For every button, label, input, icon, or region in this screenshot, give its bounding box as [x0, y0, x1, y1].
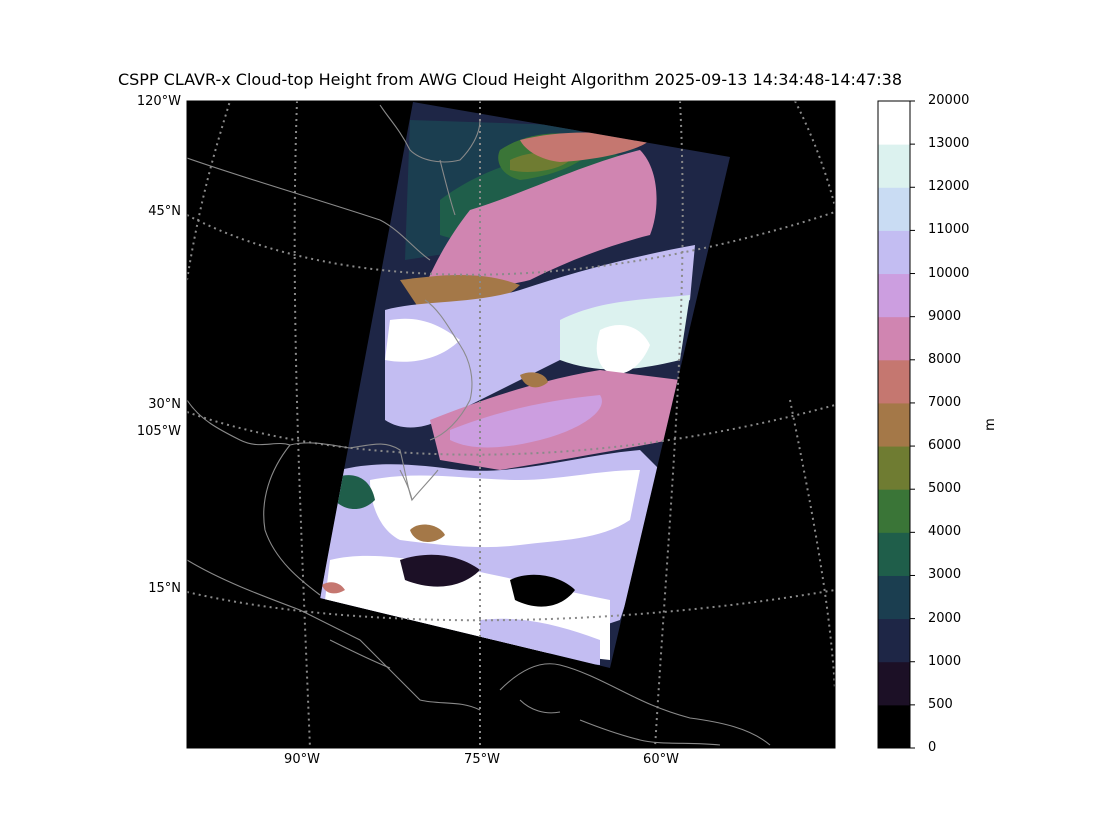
lon-label-120w: 120°W [136, 94, 181, 109]
colorbar-segment [878, 532, 910, 576]
colorbar-segment [878, 446, 910, 490]
colorbar-segment [878, 187, 910, 231]
lat-label-15n: 15°N [148, 581, 181, 596]
cloud-height-swath [320, 102, 730, 668]
colorbar-unit-label: m [982, 418, 998, 431]
colorbar-tick-label: 0 [928, 740, 937, 755]
colorbar-tick-label: 7000 [928, 394, 962, 410]
graticule [187, 101, 835, 748]
lon-label-90w: 90°W [284, 752, 320, 767]
lon-label-75w: 75°W [464, 752, 500, 767]
colorbar-segment [878, 575, 910, 620]
colorbar-tick-label: 6000 [928, 438, 962, 454]
colorbar-tick-label: 20000 [928, 93, 970, 108]
colorbar-tick-label: 5000 [928, 481, 962, 497]
map-frame [186, 100, 836, 749]
map-title: CSPP CLAVR-x Cloud-top Height from AWG C… [117, 70, 903, 89]
colorbar-tick-label: 8000 [928, 351, 962, 367]
colorbar-segment [878, 359, 910, 404]
lon-label-60w: 60°W [643, 752, 679, 767]
colorbar-segment [878, 402, 910, 447]
colorbar-tick-label: 9000 [928, 308, 962, 324]
colorbar-tick-label: 12000 [928, 179, 970, 195]
colorbar-segment [878, 273, 910, 318]
colorbar-segment [878, 101, 910, 145]
colorbar-tick-label: 500 [928, 696, 953, 712]
colorbar-segment [878, 661, 910, 706]
lat-label-30n: 30°N [148, 397, 181, 412]
colorbar-segment [878, 144, 910, 188]
colorbar-segment [878, 489, 910, 533]
colorbar-tick-label: 3000 [928, 567, 962, 583]
colorbar-segment [878, 704, 910, 749]
colorbar [878, 101, 910, 749]
colorbar-tick-label: 13000 [928, 136, 970, 152]
colorbar-segment [878, 316, 910, 361]
colorbar-tick-label: 4000 [928, 524, 962, 540]
colorbar-tick-label: 10000 [928, 265, 970, 281]
colorbar-tick-label: 11000 [928, 222, 970, 238]
lon-label-105w: 105°W [136, 424, 181, 439]
colorbar-segment [878, 618, 910, 663]
colorbar-tick-label: 1000 [928, 653, 962, 669]
lat-label-45n: 45°N [148, 204, 181, 219]
colorbar-tick-label: 2000 [928, 610, 962, 626]
colorbar-segment [878, 230, 910, 275]
colorbar-frame [877, 100, 911, 749]
